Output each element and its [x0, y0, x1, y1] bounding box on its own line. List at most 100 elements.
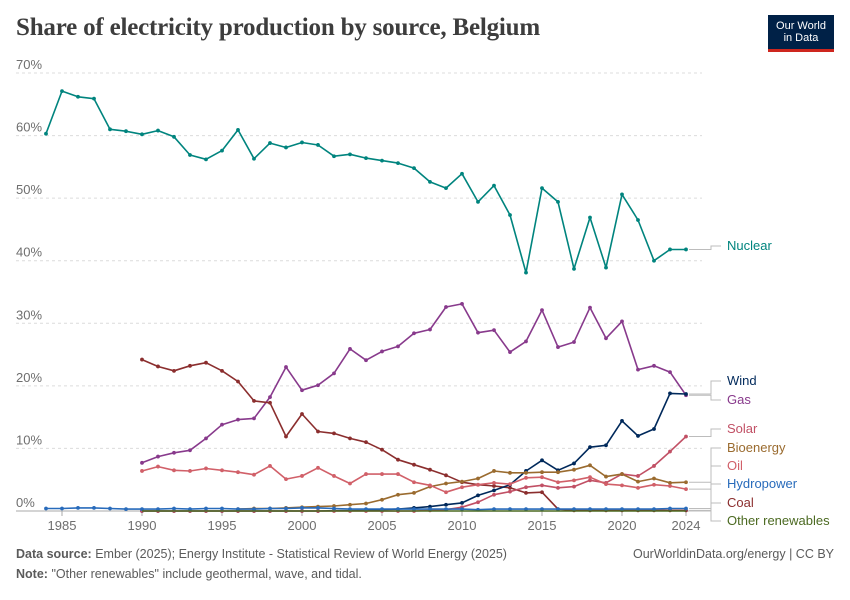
data-point	[380, 497, 384, 502]
series-label-coal[interactable]: Coal	[727, 495, 754, 510]
data-point	[476, 493, 480, 498]
data-point	[652, 482, 656, 487]
data-point	[156, 464, 160, 469]
label-connector	[689, 465, 721, 490]
series-line	[142, 435, 687, 512]
data-point	[572, 507, 576, 512]
data-point	[380, 349, 384, 354]
data-point	[252, 472, 256, 477]
series-end-labels: Nuclear Wind Gas Solar Bioenergy Oil Hydropowe…	[689, 238, 830, 528]
note-text: "Other renewables" include geothermal, w…	[51, 567, 362, 581]
data-point	[684, 480, 688, 485]
data-point	[76, 94, 80, 99]
series-label-solar[interactable]: Solar	[727, 421, 758, 436]
data-point	[540, 475, 544, 480]
data-point	[348, 152, 352, 157]
data-point	[268, 464, 272, 468]
series-coal[interactable]	[140, 357, 688, 513]
data-point	[140, 132, 144, 137]
series-label-oil[interactable]: Oil	[727, 458, 743, 473]
data-point	[348, 481, 352, 486]
data-point	[76, 505, 80, 510]
data-point	[620, 483, 624, 488]
data-point	[284, 434, 288, 439]
data-point	[140, 469, 144, 473]
series-label-wind[interactable]: Wind	[727, 373, 757, 388]
series-line	[141, 303, 687, 464]
owid-logo[interactable]: Our World in Data	[768, 15, 834, 52]
data-point	[492, 469, 496, 473]
data-point	[572, 467, 576, 472]
data-point	[588, 445, 592, 450]
data-point	[300, 412, 304, 416]
data-point	[188, 507, 192, 512]
data-point	[476, 500, 480, 505]
series-label-other-renewables[interactable]: Other renewables	[727, 513, 830, 528]
series-line	[45, 90, 686, 274]
data-point	[652, 476, 656, 481]
data-point	[492, 480, 496, 485]
data-point	[236, 128, 240, 132]
data-point	[412, 462, 416, 467]
data-point	[188, 363, 192, 368]
y-tick-label: 60%	[16, 120, 42, 135]
data-point	[252, 398, 256, 403]
chart-title: Share of electricity production by sourc…	[16, 14, 540, 41]
data-point	[604, 265, 608, 270]
data-source-label: Data source:	[16, 547, 92, 561]
series-hydropower[interactable]	[44, 505, 688, 512]
chart-footer: Data source: Ember (2025); Energy Instit…	[16, 547, 834, 581]
label-connector	[689, 245, 721, 250]
data-point	[620, 418, 624, 423]
data-point	[492, 183, 496, 188]
data-point	[668, 506, 672, 511]
data-point	[620, 472, 624, 476]
data-point	[428, 483, 432, 488]
data-point	[604, 507, 608, 512]
series-label-hydropower[interactable]: Hydropower	[727, 476, 798, 491]
series-gas[interactable]	[140, 301, 688, 465]
data-point	[636, 434, 640, 438]
data-point	[524, 490, 528, 495]
data-point	[204, 506, 208, 511]
data-point	[540, 507, 544, 512]
data-point	[44, 506, 48, 511]
data-point	[524, 485, 528, 490]
data-point	[652, 427, 656, 431]
data-point	[412, 166, 416, 171]
data-point	[92, 505, 96, 510]
data-point	[444, 502, 448, 507]
data-point	[636, 507, 640, 512]
series-label-bioenergy[interactable]: Bioenergy	[727, 440, 786, 455]
data-point	[396, 344, 400, 349]
data-point	[140, 357, 144, 362]
x-tick-label: 1985	[48, 518, 77, 533]
data-point	[636, 367, 640, 372]
data-point	[412, 507, 416, 512]
data-point	[364, 501, 368, 506]
footer-link[interactable]: OurWorldinData.org/energy | CC BY	[632, 547, 834, 561]
label-connector	[689, 428, 721, 438]
data-point	[204, 436, 208, 441]
label-connector	[689, 447, 721, 483]
data-point	[348, 436, 352, 441]
data-point	[284, 477, 288, 481]
data-point	[668, 247, 672, 252]
data-point	[444, 490, 448, 495]
data-point	[172, 368, 176, 373]
data-point	[524, 339, 528, 344]
data-point	[236, 379, 240, 384]
data-point	[140, 460, 144, 465]
series-label-nuclear[interactable]: Nuclear	[727, 238, 772, 253]
data-point	[508, 507, 512, 512]
x-tick-label: 2010	[448, 518, 477, 533]
y-tick-label: 70%	[16, 57, 42, 72]
data-point	[636, 485, 640, 490]
series-nuclear[interactable]	[44, 89, 688, 275]
series-oil[interactable]	[140, 464, 688, 495]
data-point	[140, 507, 144, 512]
data-point	[284, 506, 288, 511]
data-point	[364, 472, 368, 476]
data-point	[540, 458, 544, 463]
series-label-gas[interactable]: Gas	[727, 392, 751, 407]
